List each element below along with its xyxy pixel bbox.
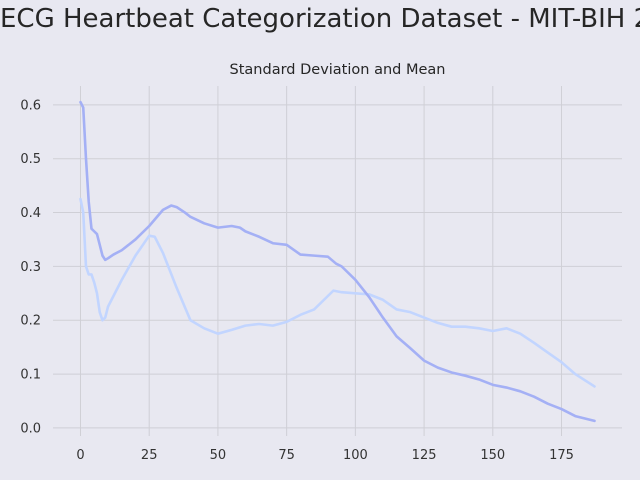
grid <box>53 86 622 436</box>
plot-area <box>53 86 622 436</box>
series-line <box>79 100 596 423</box>
y-tick-label: 0.3 <box>20 260 41 275</box>
chart-title: Standard Deviation and Mean <box>230 62 446 78</box>
y-tick-label: 0.4 <box>20 206 41 221</box>
x-tick-label: 25 <box>141 448 158 463</box>
y-tick-label: 0.2 <box>20 314 41 329</box>
x-tick-label: 125 <box>412 448 437 463</box>
y-tick-label: 0.1 <box>20 368 41 383</box>
x-tick-label: 150 <box>480 448 505 463</box>
y-axis: 0.0 0.1 0.2 0.3 0.4 0.5 0.6 <box>20 98 41 436</box>
x-tick-label: 75 <box>278 448 295 463</box>
y-tick-label: 0.0 <box>20 421 41 436</box>
x-tick-label: 100 <box>343 448 368 463</box>
series-lines <box>79 100 596 423</box>
figure-title: ECG Heartbeat Categorization Dataset - M… <box>0 4 640 34</box>
y-tick-label: 0.5 <box>20 152 41 167</box>
y-tick-label: 0.6 <box>20 98 41 113</box>
x-axis: 0 25 50 75 100 125 150 175 <box>76 448 574 463</box>
x-tick-label: 175 <box>549 448 574 463</box>
series-line <box>79 197 596 388</box>
x-tick-label: 50 <box>210 448 227 463</box>
x-tick-label: 0 <box>76 448 84 463</box>
